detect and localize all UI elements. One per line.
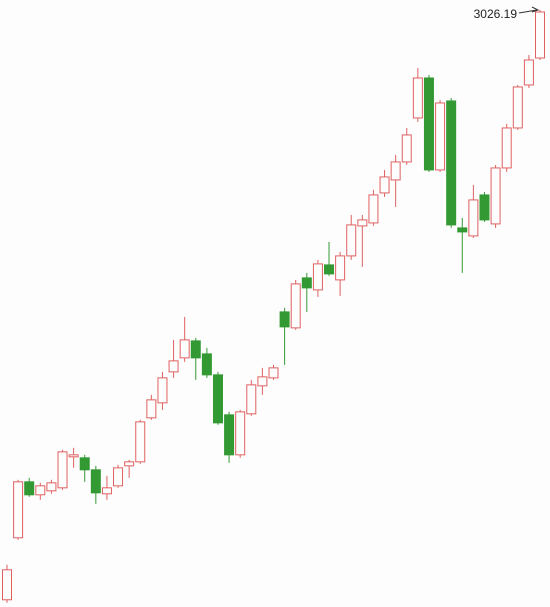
candle-body (201, 353, 212, 376)
candle-body (301, 277, 312, 289)
candle-body (335, 255, 346, 281)
candle-body (79, 457, 90, 471)
candle-body (512, 86, 523, 129)
candle-body (490, 167, 501, 225)
candle-body (101, 487, 112, 495)
candle-body (190, 340, 201, 359)
candle-body (246, 384, 257, 415)
candle-body (13, 481, 24, 539)
candle-body (290, 283, 301, 329)
candle-body (68, 454, 79, 458)
candle-body (390, 161, 401, 181)
candle-body (479, 194, 490, 221)
candle-body (24, 481, 35, 496)
candle-body (157, 377, 168, 404)
candle-body (312, 263, 323, 291)
candle-body (224, 414, 235, 456)
annotation-arrowhead (531, 6, 540, 13)
candle-body (324, 264, 335, 275)
candle-body (257, 376, 268, 387)
candle-body (423, 77, 434, 171)
candle-body (46, 482, 57, 492)
candle-body (346, 224, 357, 257)
candle-body (446, 100, 457, 226)
candle-body (146, 399, 157, 419)
candle-body (268, 367, 279, 379)
candle-body (168, 360, 179, 373)
candle-body (113, 467, 124, 487)
candle-body (368, 194, 379, 224)
max-annotation: 3026.19 (474, 7, 518, 21)
candle-body (179, 339, 190, 359)
annotation-arrow (518, 9, 538, 14)
candle-body (212, 374, 223, 424)
candle-body (90, 469, 101, 494)
candle-body (412, 77, 423, 119)
candle-body (279, 311, 290, 328)
candle-body (124, 461, 135, 467)
candle-body (57, 451, 68, 489)
candle-body (523, 59, 534, 86)
candle-body (457, 227, 468, 233)
candle-body (468, 199, 479, 237)
candle-body (235, 411, 246, 456)
candle-body (401, 134, 412, 163)
candle-body (379, 176, 390, 194)
candle-body (535, 11, 545, 59)
candle-body (357, 219, 368, 227)
candle-body (2, 569, 12, 601)
candle-body (35, 485, 46, 496)
candle-body (435, 102, 446, 171)
candle-body (135, 421, 146, 463)
candle-body (501, 127, 512, 169)
